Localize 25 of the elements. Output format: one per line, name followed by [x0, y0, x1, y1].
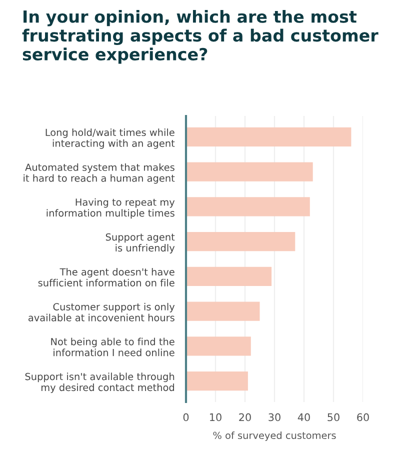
- y-tick-label: Support agent is unfriendly: [106, 233, 175, 254]
- x-axis-title: % of surveyed customers: [213, 432, 336, 441]
- y-tick-label: Support isn't available through my desired contact method: [25, 372, 174, 393]
- y-tick-label: Not being able to find the information I need online: [51, 338, 174, 356]
- x-tick-label: 60: [357, 413, 369, 422]
- y-tick-label: Having to repeat my information multiple times: [46, 198, 175, 219]
- bar: [186, 336, 251, 356]
- bar: [186, 266, 272, 286]
- bar: [186, 232, 296, 252]
- y-tick-label: The agent doesn't have sufficient information on file: [38, 268, 174, 286]
- y-tick-label: Long hold/wait times while interacting with an agent: [46, 128, 175, 149]
- x-tick-label: 10: [210, 413, 222, 422]
- x-tick-label: 50: [328, 413, 340, 422]
- bar: [186, 302, 260, 321]
- bar: [186, 197, 310, 216]
- x-tick-label: 0: [183, 413, 189, 422]
- bar: [186, 371, 248, 391]
- x-tick-label: 20: [239, 413, 251, 422]
- bar: [186, 162, 313, 182]
- y-tick-label: Customer support is only available at incovenient hours: [28, 302, 175, 322]
- x-tick-label: 40: [298, 413, 310, 422]
- bar: [186, 127, 352, 147]
- x-tick-label: 30: [268, 413, 280, 422]
- chart-title: In your opinion, which are the most frustrating aspects of a bad customer service experience?: [22, 10, 378, 64]
- y-tick-label: Automated system that makes it hard to reach a human agent: [24, 163, 175, 184]
